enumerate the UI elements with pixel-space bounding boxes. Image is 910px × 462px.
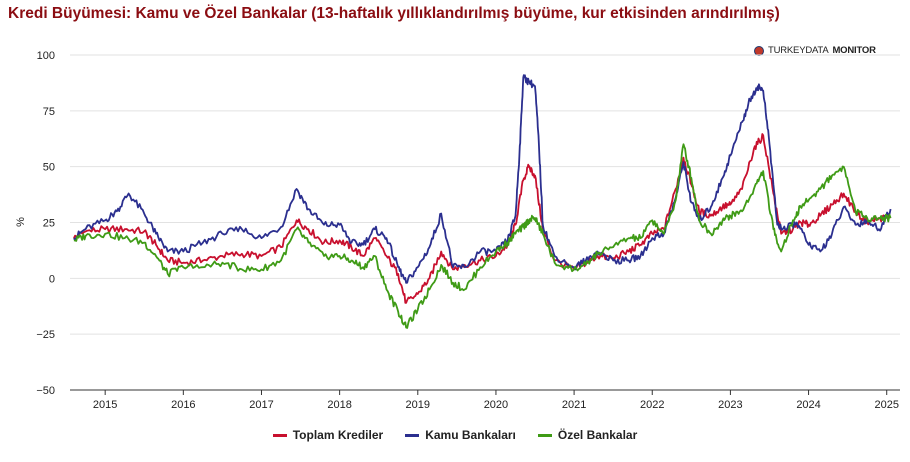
y-tick-label: 50 (43, 162, 55, 174)
x-tick-label: 2019 (406, 399, 430, 411)
x-tick-label: 2025 (874, 399, 898, 411)
x-tick-label: 2017 (249, 399, 273, 411)
legend-item[interactable]: Kamu Bankaları (405, 428, 516, 442)
brand-suffix: MONITOR (832, 45, 876, 56)
x-tick-label: 2022 (640, 399, 664, 411)
y-tick-label: 75 (43, 106, 55, 118)
legend-item[interactable]: Özel Bankalar (537, 428, 638, 442)
series-line-3 (73, 143, 892, 329)
grid-lines (70, 54, 900, 391)
x-tick-label: 2016 (171, 399, 195, 411)
x-tick-label: 2020 (484, 399, 508, 411)
y-tick-label: 25 (43, 218, 55, 230)
series-line-2 (73, 74, 892, 284)
chart-title: Kredi Büyümesi: Kamu ve Özel Bankalar (1… (8, 5, 780, 22)
legend-swatch (537, 433, 552, 437)
legend: Toplam Krediler Kamu Bankaları Özel Bankal… (0, 428, 910, 442)
y-tick-label: −50 (36, 385, 55, 397)
legend-label: Özel Bankalar (557, 428, 638, 442)
y-tick-label: 100 (37, 50, 55, 62)
legend-swatch (405, 433, 420, 437)
y-axis-label: % (15, 217, 27, 227)
x-tick-label: 2021 (562, 399, 586, 411)
series-line-1 (73, 133, 892, 304)
x-tick-label: 2018 (327, 399, 351, 411)
legend-item[interactable]: Toplam Krediler (272, 428, 384, 442)
y-tick-label: 0 (49, 273, 55, 285)
legend-label: Toplam Krediler (292, 428, 384, 442)
y-tick-label: −25 (36, 329, 55, 341)
series-lines (73, 74, 892, 329)
x-tick-label: 2023 (718, 399, 742, 411)
x-tick-label: 2024 (796, 399, 820, 411)
axes: 100 75 50 25 0 −25 −50 2015 2016 2017 2018 2019 2020… (36, 50, 899, 411)
x-tick-label: 2015 (93, 399, 117, 411)
legend-swatch (272, 433, 287, 437)
brand-prefix: TURKEYDATA (768, 45, 829, 56)
legend-label: Kamu Bankaları (425, 428, 516, 442)
